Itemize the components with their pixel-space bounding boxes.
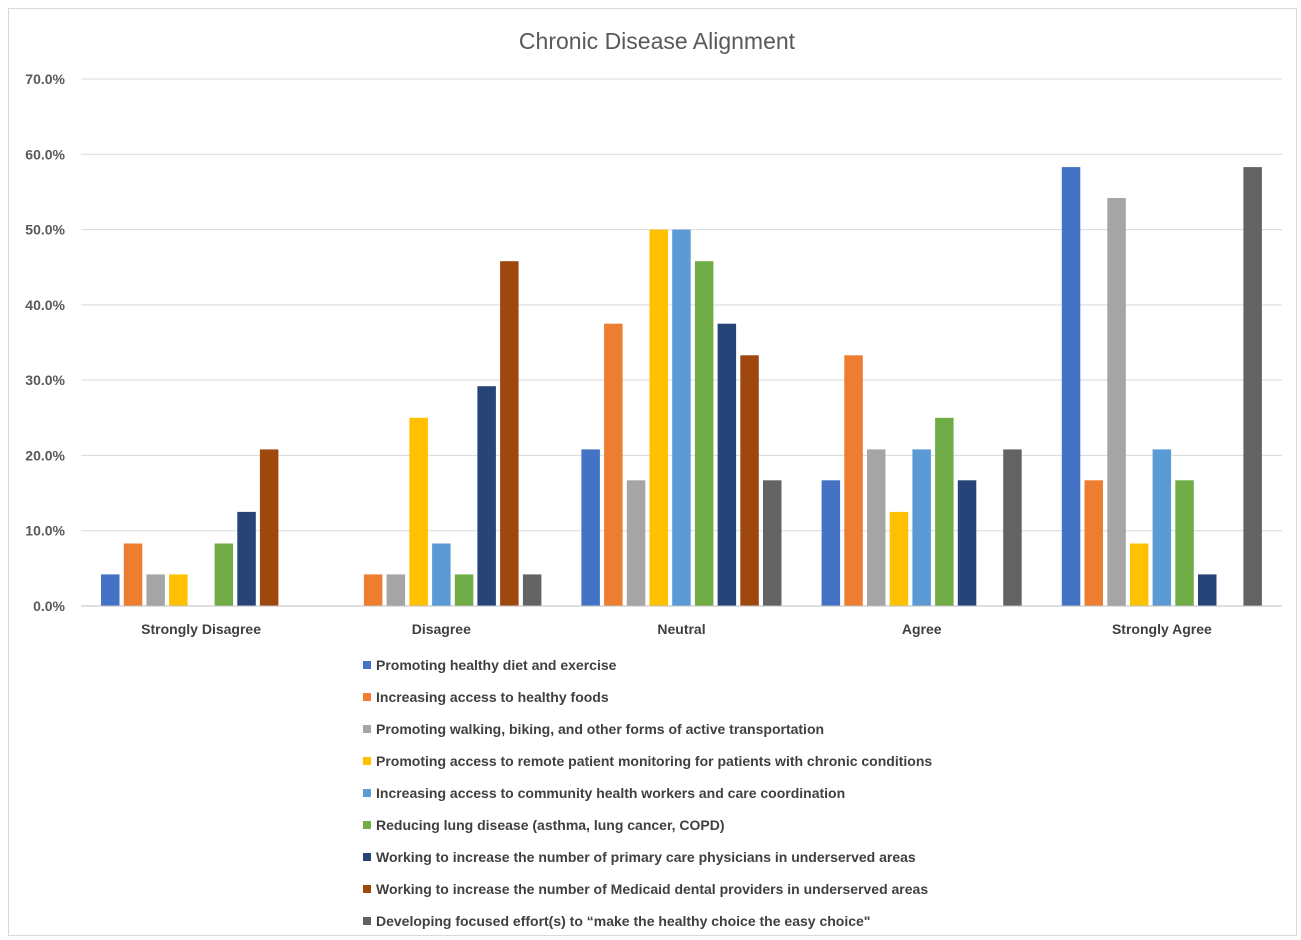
legend-label: Developing focused effort(s) to “make th… bbox=[376, 913, 870, 929]
legend-swatch bbox=[363, 757, 371, 765]
y-tick-label: 10.0% bbox=[25, 523, 65, 539]
bar bbox=[123, 543, 143, 606]
y-tick-label: 40.0% bbox=[25, 297, 65, 313]
bar bbox=[912, 449, 931, 606]
bar bbox=[740, 355, 759, 606]
bar bbox=[432, 543, 451, 606]
bar bbox=[1084, 480, 1103, 606]
bar bbox=[237, 511, 256, 606]
legend-swatch bbox=[363, 725, 371, 733]
bar bbox=[626, 480, 646, 606]
bar bbox=[763, 480, 782, 606]
y-tick-label: 70.0% bbox=[25, 71, 65, 87]
bar bbox=[386, 574, 406, 606]
legend-label: Increasing access to healthy foods bbox=[376, 689, 609, 705]
bar bbox=[169, 574, 188, 606]
legend-swatch bbox=[363, 853, 371, 861]
chart-title: Chronic Disease Alignment bbox=[519, 28, 796, 54]
bar bbox=[1061, 167, 1081, 606]
bar bbox=[146, 574, 165, 606]
bar bbox=[694, 261, 714, 606]
legend-swatch bbox=[363, 821, 371, 829]
bar bbox=[522, 574, 542, 606]
bar bbox=[1198, 574, 1217, 606]
legend-label: Working to increase the number of primar… bbox=[376, 849, 916, 865]
bar bbox=[889, 511, 909, 606]
bar bbox=[1175, 480, 1194, 606]
legend-swatch bbox=[363, 917, 371, 925]
legend: Promoting healthy diet and exercise Incre… bbox=[363, 657, 932, 929]
axes: 0.0% 10.0% 20.0% 30.0% 40.0% 50.0% 60.0% 70.0% S… bbox=[25, 71, 1282, 637]
bar bbox=[1129, 543, 1149, 606]
bar bbox=[935, 417, 954, 606]
bar bbox=[477, 386, 496, 606]
x-tick-label: Strongly Disagree bbox=[141, 621, 261, 637]
legend-swatch bbox=[363, 885, 371, 893]
bar bbox=[844, 355, 863, 606]
bar bbox=[409, 417, 428, 606]
x-tick-label: Disagree bbox=[412, 621, 471, 637]
chart: Chronic Disease Alignment 0.0% 10.0% 20.0%… bbox=[25, 28, 1282, 929]
y-tick-label: 60.0% bbox=[25, 146, 65, 162]
x-tick-label: Agree bbox=[902, 621, 942, 637]
bar bbox=[604, 323, 623, 606]
legend-label: Promoting healthy diet and exercise bbox=[376, 657, 617, 673]
bar bbox=[581, 449, 600, 606]
bar bbox=[672, 229, 691, 606]
legend-swatch bbox=[363, 661, 371, 669]
legend-label: Promoting access to remote patient monit… bbox=[376, 753, 932, 769]
bar bbox=[101, 574, 120, 606]
bar bbox=[500, 261, 519, 606]
legend-swatch bbox=[363, 789, 371, 797]
bar bbox=[867, 449, 886, 606]
bar bbox=[1243, 167, 1262, 606]
y-tick-label: 0.0% bbox=[33, 598, 65, 614]
legend-label: Working to increase the number of Medica… bbox=[376, 881, 928, 897]
y-tick-label: 20.0% bbox=[25, 447, 65, 463]
x-tick-label: Strongly Agree bbox=[1112, 621, 1212, 637]
legend-label: Reducing lung disease (asthma, lung canc… bbox=[376, 817, 725, 833]
legend-label: Promoting walking, biking, and other for… bbox=[376, 721, 824, 737]
bar bbox=[259, 449, 279, 606]
bar bbox=[1003, 449, 1022, 606]
bar bbox=[1107, 198, 1126, 606]
bar bbox=[821, 480, 841, 606]
bar bbox=[363, 574, 383, 606]
y-tick-label: 30.0% bbox=[25, 372, 65, 388]
x-tick-label: Neutral bbox=[657, 621, 705, 637]
bar bbox=[454, 574, 474, 606]
bars bbox=[101, 167, 1262, 606]
y-tick-label: 50.0% bbox=[25, 222, 65, 238]
bar bbox=[649, 229, 668, 606]
legend-label: Increasing access to community health wo… bbox=[376, 785, 845, 801]
bar bbox=[717, 323, 737, 606]
bar bbox=[957, 480, 977, 606]
chart-frame: Chronic Disease Alignment 0.0% 10.0% 20.0%… bbox=[8, 8, 1297, 936]
legend-swatch bbox=[363, 693, 371, 701]
bar bbox=[1152, 449, 1172, 606]
bar bbox=[214, 543, 234, 606]
